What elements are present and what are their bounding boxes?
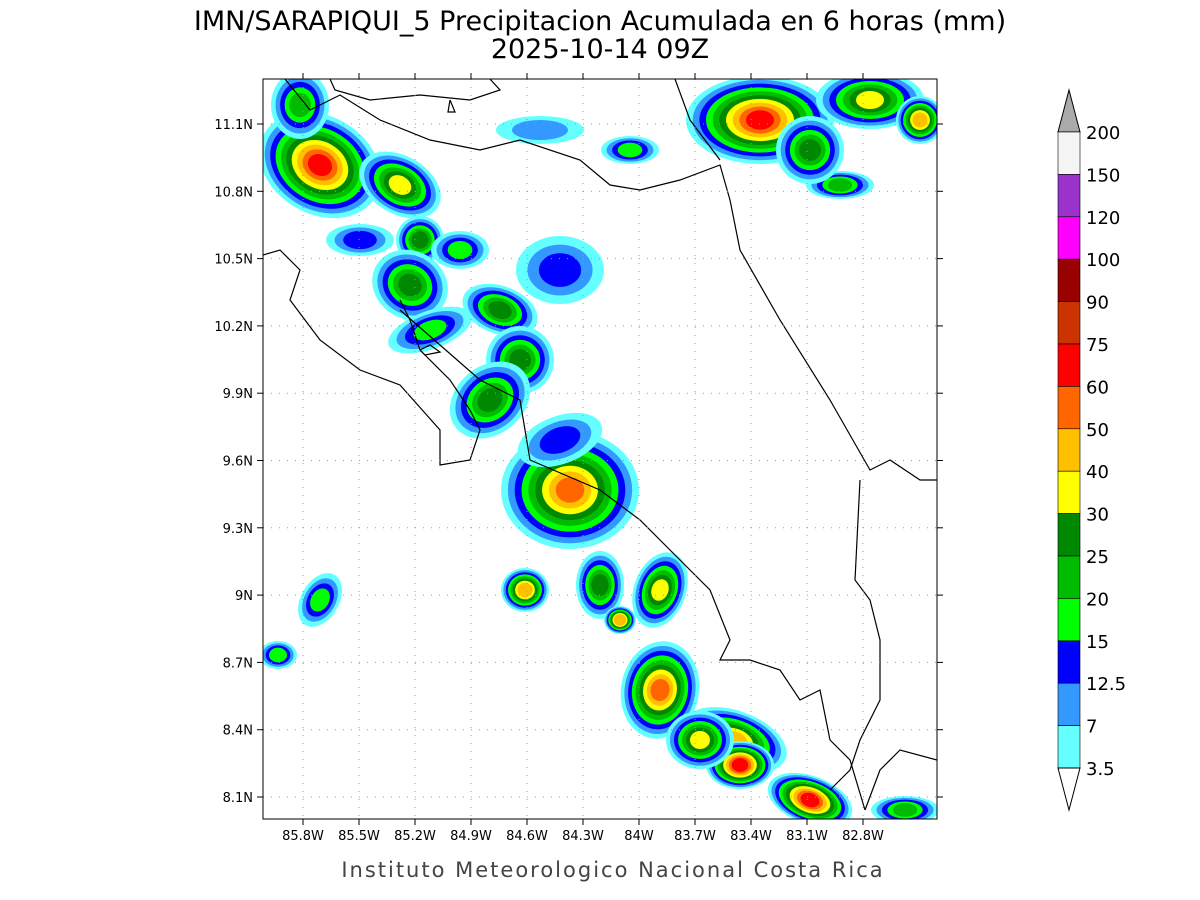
colorbar-label: 100 [1086, 250, 1120, 271]
colorbar-box [1057, 301, 1081, 345]
colorbar-box [1057, 343, 1081, 387]
precip-contour [539, 426, 581, 454]
precip-contour [477, 388, 503, 412]
precip-field [263, 79, 937, 819]
map-frame [262, 78, 938, 820]
lon-label: 84.9W [450, 829, 492, 844]
colorbar-label: 30 [1086, 505, 1109, 526]
lon-label: 83.7W [674, 829, 716, 844]
precip-contour [310, 588, 330, 612]
lon-label: 83.1W [786, 829, 828, 844]
colorbar-box [1057, 555, 1081, 599]
precip-contour [447, 241, 473, 259]
precip-contour [800, 792, 820, 808]
lon-label: 84W [624, 829, 654, 844]
precip-contour [269, 647, 287, 663]
precip-contour [731, 758, 749, 772]
colorbar-box [1057, 216, 1081, 260]
colorbar-box [1057, 174, 1081, 218]
lat-label: 9.3N [223, 522, 253, 537]
colorbar-box [1057, 428, 1081, 472]
precip-contour [591, 574, 609, 596]
lat-label: 8.7N [223, 656, 253, 671]
lon-label: 84.6W [506, 829, 548, 844]
colorbar-label: 90 [1086, 293, 1109, 314]
precip-contour [289, 92, 311, 118]
colorbar-box [1057, 682, 1081, 726]
colorbar-label: 150 [1086, 165, 1120, 186]
colorbar-label: 120 [1086, 208, 1120, 229]
lat-label: 8.4N [223, 724, 253, 739]
colorbar-label: 7 [1086, 717, 1097, 738]
colorbar-box [1057, 513, 1081, 557]
colorbar-label: 40 [1086, 462, 1109, 483]
lon-label: 84.3W [562, 829, 604, 844]
precip-contour [398, 273, 422, 297]
colorbar-label: 60 [1086, 377, 1109, 398]
precip-contour [538, 253, 582, 287]
precip-contour [517, 582, 533, 598]
precip-contour [413, 319, 447, 341]
graticule [263, 79, 937, 819]
colorbar-label: 50 [1086, 420, 1109, 441]
precip-contour [613, 614, 627, 626]
colorbar-label: 25 [1086, 547, 1109, 568]
colorbar-box [1057, 725, 1081, 769]
precip-contour [488, 300, 512, 320]
lon-label: 83.4W [730, 829, 772, 844]
lon-label: 85.5W [338, 829, 380, 844]
colorbar-max-triangle [1057, 88, 1081, 133]
lat-label: 9.6N [223, 455, 253, 470]
lon-label: 85.2W [394, 829, 436, 844]
lat-label: 11.1N [214, 118, 253, 133]
colorbar-box [1057, 386, 1081, 430]
coastlines [263, 79, 937, 811]
colorbar: 200 150 120 100 90 75 60 50 40 30 25 20 15 12.5 7 3.5 [1057, 88, 1126, 812]
colorbar-box [1057, 598, 1081, 642]
precip-contour [690, 731, 710, 749]
lat-label: 9.9N [223, 387, 253, 402]
axes: 11.1N 10.8N 10.5N 10.2N 9.9N 9.6N 9.3N 9N 8.7N 8.… [214, 73, 943, 844]
precip-contour [388, 175, 412, 195]
colorbar-label: 15 [1086, 632, 1109, 653]
precip-contour [912, 112, 928, 128]
lon-label: 85.8W [282, 829, 324, 844]
lat-label: 10.5N [214, 253, 253, 268]
lat-label: 10.8N [214, 185, 253, 200]
lat-label: 8.1N [223, 791, 253, 806]
footer: Instituto Meteorologico Nacional Costa R… [341, 858, 884, 882]
precip-contour [746, 110, 774, 130]
precip-contour [411, 231, 429, 249]
precip-contour [650, 678, 670, 702]
precip-contour [555, 477, 585, 503]
precip-contour [512, 120, 568, 140]
precip-contour [892, 803, 918, 817]
colorbar-label: 3.5 [1086, 759, 1115, 780]
lat-label: 10.2N [214, 320, 253, 335]
colorbar-label: 200 [1086, 123, 1120, 144]
colorbar-label: 75 [1086, 335, 1109, 356]
subtitle: 2025-10-14 09Z [491, 34, 709, 65]
colorbar-box [1057, 640, 1081, 684]
precip-contour [307, 153, 333, 177]
colorbar-label: 20 [1086, 589, 1109, 610]
precip-contour [617, 142, 643, 158]
colorbar-box [1057, 258, 1081, 302]
precip-contour [827, 178, 853, 192]
precip-contour [856, 91, 884, 109]
lon-label: 82.8W [842, 829, 884, 844]
colorbar-min-triangle [1057, 767, 1081, 812]
precip-contour [343, 230, 377, 250]
precip-contour [799, 139, 821, 161]
colorbar-box [1057, 131, 1081, 175]
title: IMN/SARAPIQUI_5 Precipitacion Acumulada … [194, 6, 1006, 37]
colorbar-label: 12.5 [1086, 674, 1126, 695]
colorbar-box [1057, 470, 1081, 514]
lat-label: 9N [235, 589, 253, 604]
